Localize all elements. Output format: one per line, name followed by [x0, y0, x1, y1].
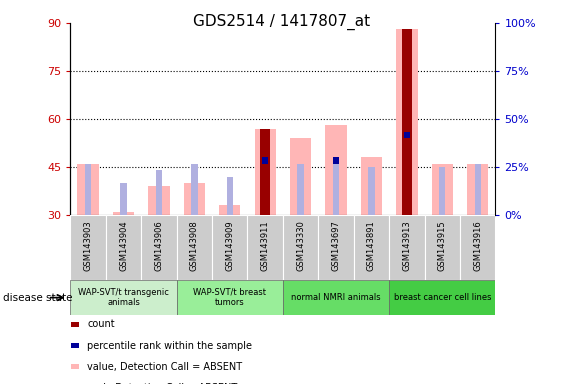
Bar — [260, 129, 270, 215]
Bar — [368, 167, 374, 215]
Text: disease state: disease state — [3, 293, 72, 303]
Text: GSM143891: GSM143891 — [367, 220, 376, 271]
Text: WAP-SVT/t breast
tumors: WAP-SVT/t breast tumors — [193, 288, 266, 307]
Text: normal NMRI animals: normal NMRI animals — [291, 293, 381, 302]
Bar — [106, 215, 141, 280]
Bar — [219, 205, 240, 215]
Text: WAP-SVT/t transgenic
animals: WAP-SVT/t transgenic animals — [78, 288, 169, 307]
Bar — [297, 164, 304, 215]
Bar — [254, 129, 276, 215]
Bar — [318, 215, 354, 280]
Bar — [389, 280, 495, 315]
Text: GSM143916: GSM143916 — [473, 220, 482, 271]
Text: GSM143330: GSM143330 — [296, 220, 305, 271]
Bar — [361, 157, 382, 215]
Bar — [283, 215, 318, 280]
Bar — [191, 164, 198, 215]
Bar — [184, 183, 205, 215]
Text: breast cancer cell lines: breast cancer cell lines — [394, 293, 491, 302]
Bar — [460, 215, 495, 280]
Bar — [333, 161, 339, 215]
Bar — [290, 138, 311, 215]
Bar — [404, 135, 410, 215]
Bar — [72, 364, 79, 369]
Text: value, Detection Call = ABSENT: value, Detection Call = ABSENT — [87, 362, 243, 372]
Text: GSM143911: GSM143911 — [261, 220, 270, 271]
Bar — [262, 157, 269, 164]
Text: GSM143904: GSM143904 — [119, 220, 128, 271]
Bar — [72, 343, 79, 348]
Bar — [70, 215, 106, 280]
Bar — [70, 280, 177, 315]
Bar — [120, 183, 127, 215]
Bar — [248, 215, 283, 280]
Bar — [439, 167, 445, 215]
Bar — [425, 215, 460, 280]
Bar — [226, 177, 233, 215]
Bar — [148, 186, 169, 215]
Text: GSM143913: GSM143913 — [403, 220, 412, 271]
Text: rank, Detection Call = ABSENT: rank, Detection Call = ABSENT — [87, 383, 238, 384]
Bar — [475, 164, 481, 215]
Text: count: count — [87, 319, 115, 329]
Bar — [396, 30, 418, 215]
Text: GSM143903: GSM143903 — [83, 220, 92, 271]
Bar — [156, 170, 162, 215]
Bar — [212, 215, 248, 280]
Bar — [113, 212, 134, 215]
Text: GSM143909: GSM143909 — [225, 220, 234, 271]
Bar — [404, 132, 410, 138]
Text: GSM143906: GSM143906 — [154, 220, 163, 271]
Bar — [354, 215, 389, 280]
Text: GSM143697: GSM143697 — [332, 220, 341, 271]
Bar — [177, 215, 212, 280]
Bar — [389, 215, 425, 280]
Bar — [283, 280, 389, 315]
Text: GSM143908: GSM143908 — [190, 220, 199, 271]
Bar — [141, 215, 177, 280]
Bar — [85, 164, 91, 215]
Text: GSM143915: GSM143915 — [438, 220, 447, 271]
Bar — [432, 164, 453, 215]
Bar — [262, 161, 269, 215]
Bar — [177, 280, 283, 315]
Bar — [325, 126, 347, 215]
Text: GDS2514 / 1417807_at: GDS2514 / 1417807_at — [193, 13, 370, 30]
Bar — [333, 157, 339, 164]
Bar — [78, 164, 99, 215]
Bar — [402, 30, 412, 215]
Bar — [72, 322, 79, 327]
Bar — [467, 164, 488, 215]
Text: percentile rank within the sample: percentile rank within the sample — [87, 341, 252, 351]
